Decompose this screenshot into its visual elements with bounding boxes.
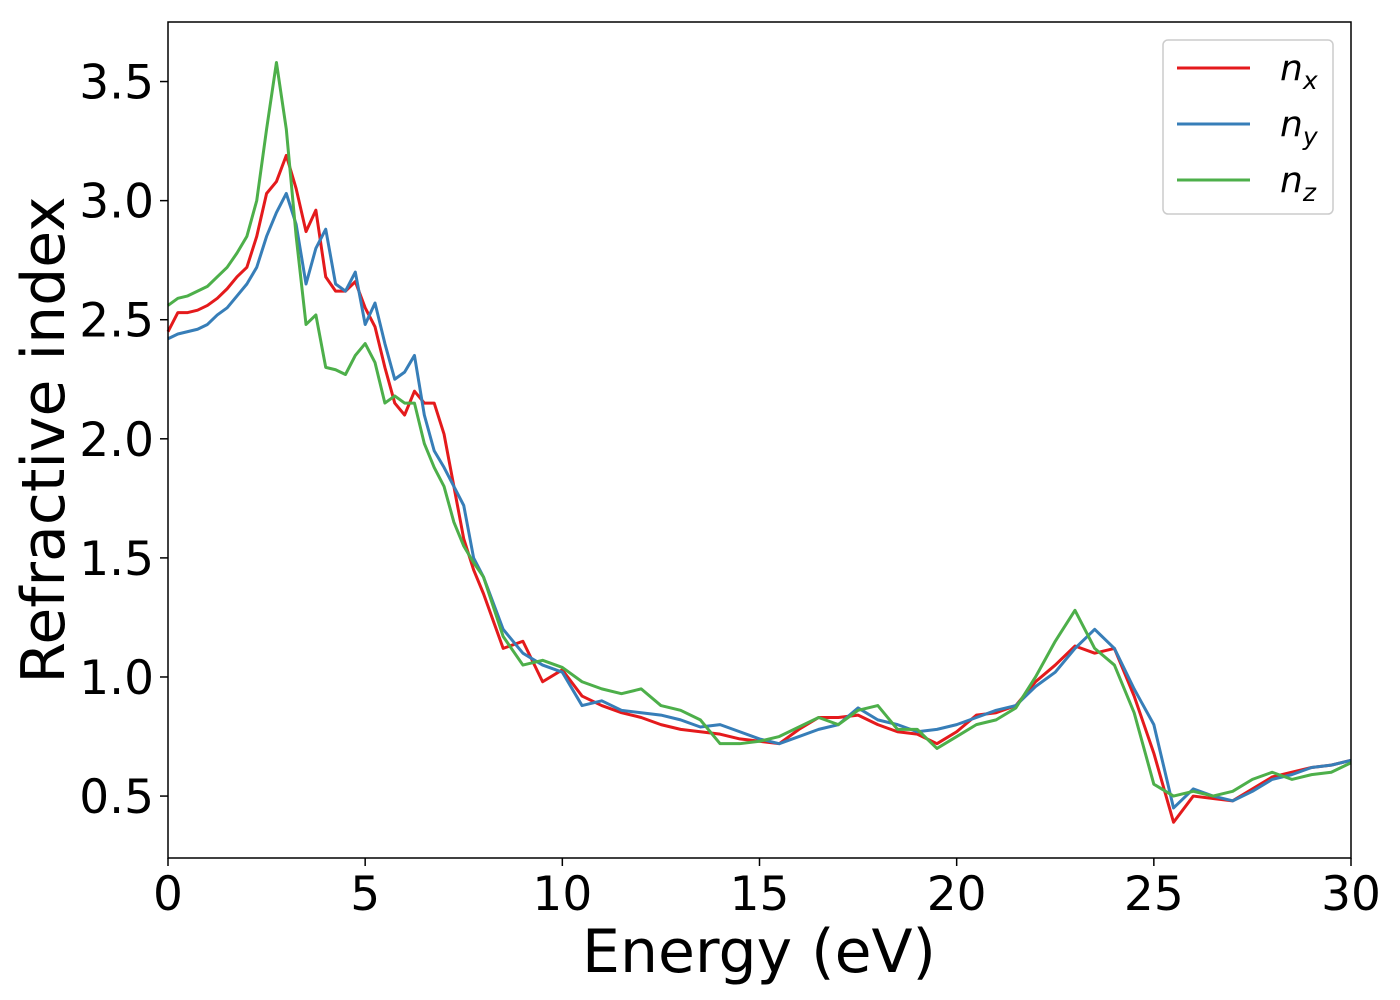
x-tick-label: 30 [1321,867,1381,922]
plot-frame [167,21,1352,859]
series-line [167,191,1352,810]
series-line [167,60,1352,798]
series-line [166,153,1352,824]
x-axis-label: Energy (eV) [582,917,936,987]
legend-label: nz [1280,160,1317,207]
y-tick-label: 2.0 [79,413,154,468]
y-tick-label: 1.0 [79,651,154,706]
x-tick-label: 20 [927,867,987,922]
y-tick-label: 0.5 [79,770,154,825]
legend-label: ny [1280,104,1319,151]
y-tick-label: 3.0 [79,175,154,230]
x-tick-label: 10 [532,867,592,922]
y-axis-label: Refractive index [9,196,79,683]
x-tick-label: 15 [730,867,790,922]
x-tick-label: 25 [1124,867,1184,922]
y-tick-label: 2.5 [79,294,154,349]
legend-label: nx [1280,48,1318,95]
legend-box [1162,39,1334,215]
y-tick-label: 1.5 [79,532,154,587]
x-tick-label: 0 [153,867,183,922]
x-tick-label: 5 [350,867,380,922]
y-tick-label: 3.5 [79,56,154,111]
